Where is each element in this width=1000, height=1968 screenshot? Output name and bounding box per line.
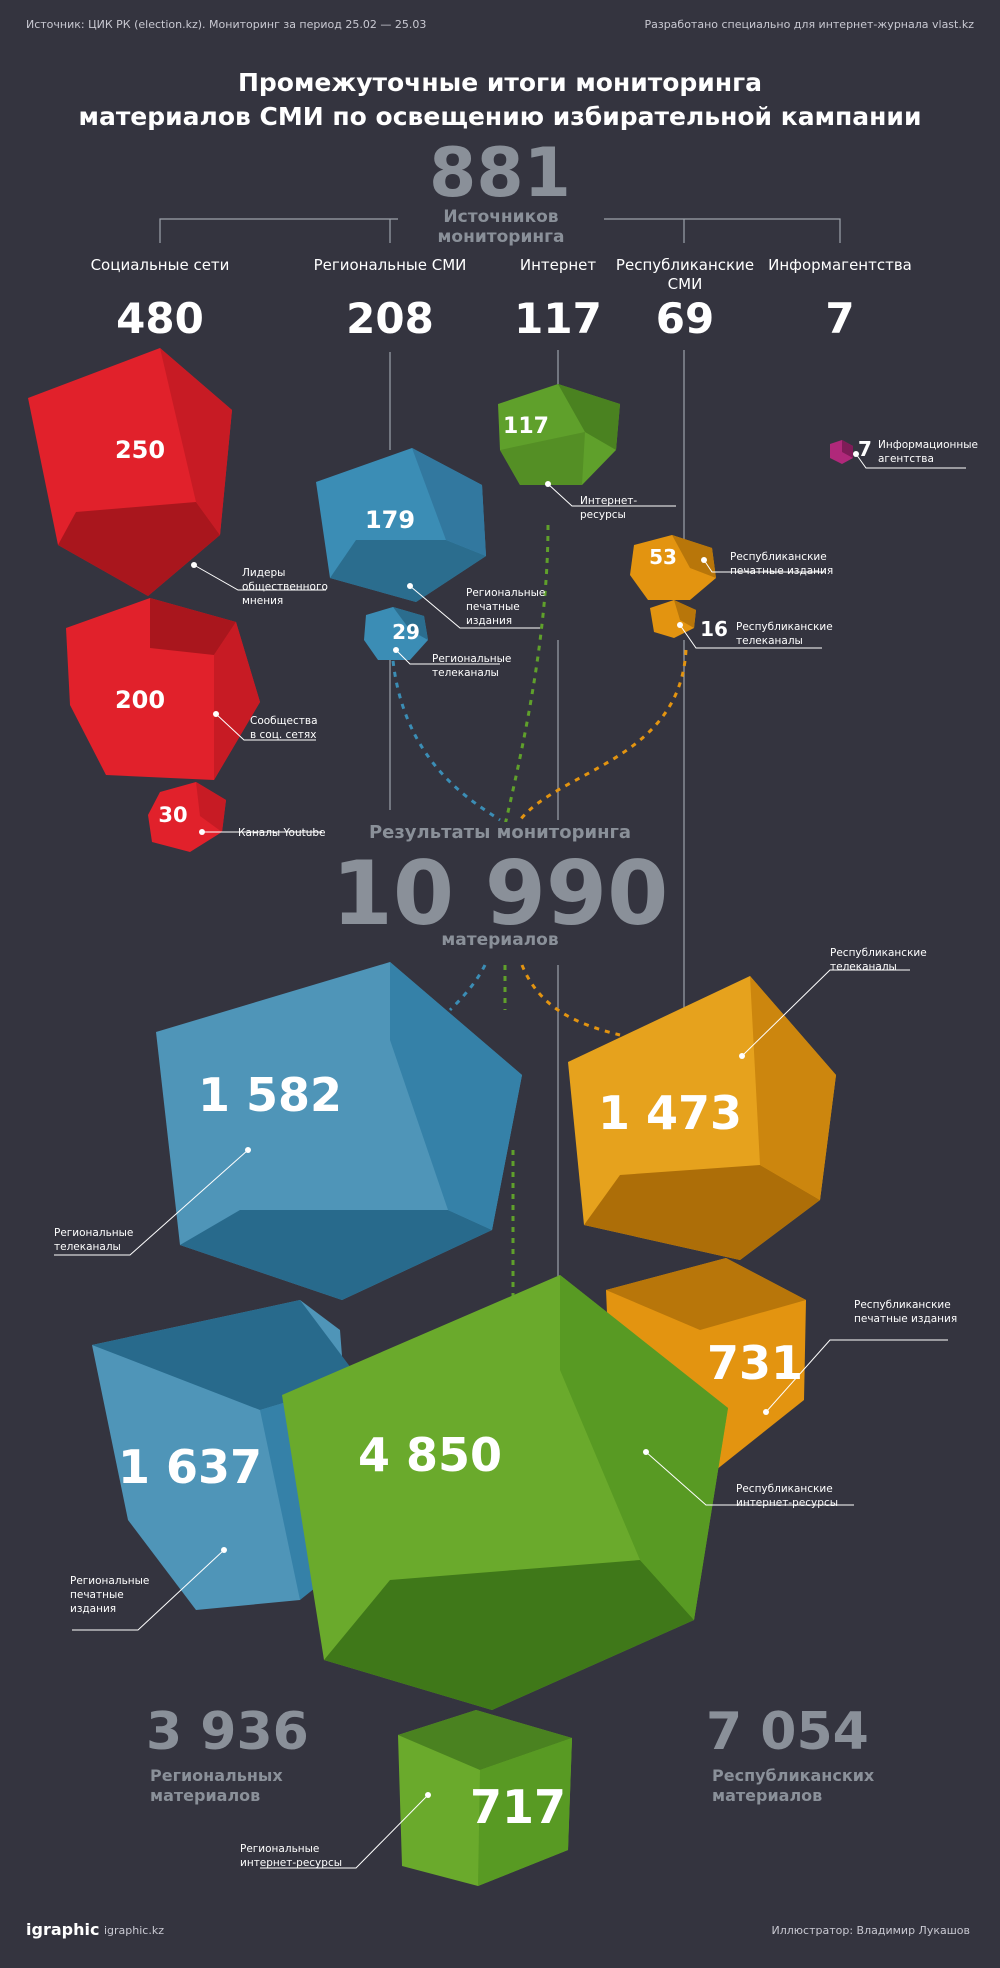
developed-for-note: Разработано специально для интернет-журн… <box>644 18 974 31</box>
category-value-regional: 208 <box>346 294 434 343</box>
cube-value-16: 16 <box>700 617 728 641</box>
label-result-republican-tv: Республиканские телеканалы <box>830 947 927 973</box>
illustrator-credit: Иллюстратор: Владимир Лукашов <box>771 1924 971 1937</box>
label-republican-tv: Республиканские телеканалы <box>736 621 833 647</box>
cube-30 <box>148 782 226 852</box>
regional-label-line-2: материалов <box>150 1786 261 1805</box>
label-result-regional-print: Региональные печатные издания <box>70 1575 150 1615</box>
label-result-regional-internet: Региональные интернет-ресурсы <box>240 1843 343 1869</box>
results-total-label: материалов <box>420 930 580 950</box>
site-link[interactable]: igraphic.kz <box>104 1924 165 1937</box>
republican-total: 7 054 <box>706 1702 869 1762</box>
regional-total: 3 936 <box>146 1702 309 1762</box>
cube-7 <box>830 440 853 464</box>
cube-29 <box>364 607 428 660</box>
page-title: Промежуточные итоги мониторинга материал… <box>0 66 1000 134</box>
title-line-1: Промежуточные итоги мониторинга <box>237 68 763 97</box>
cube-value-179: 179 <box>364 506 416 534</box>
category-value-agencies: 7 <box>825 294 855 343</box>
cube-53 <box>630 535 716 600</box>
cube-value-1637: 1 637 <box>117 1440 263 1494</box>
republican-label-line-2: материалов <box>712 1786 823 1805</box>
cube-value-29: 29 <box>392 620 420 644</box>
cube-value-1473: 1 473 <box>597 1086 743 1140</box>
cube-179 <box>316 448 486 602</box>
title-line-2: материалов СМИ по освещению избирательно… <box>78 102 922 131</box>
category-label-internet: Интернет <box>519 256 597 274</box>
cube-value-117: 117 <box>503 414 549 439</box>
category-label-agencies: Информагентства <box>768 256 912 274</box>
source-note: Источник: ЦИК РК (election.kz). Монитори… <box>26 18 427 31</box>
label-news-agencies: Информационные агентства <box>878 439 979 465</box>
cube-value-53: 53 <box>649 545 677 569</box>
cube-16 <box>650 600 696 638</box>
cube-717 <box>398 1710 572 1886</box>
cube-value-250: 250 <box>114 436 166 464</box>
cube-value-7: 7 <box>858 437 872 461</box>
cube-4850 <box>282 1275 728 1710</box>
label-opinion-leaders: Лидеры общественного мнения <box>242 567 328 607</box>
regional-total-label: Региональных материалов <box>150 1766 283 1806</box>
republican-total-label: Республиканских материалов <box>712 1766 874 1806</box>
label-republican-print: Республиканские печатные издания <box>730 551 834 577</box>
category-label-regional: Региональные СМИ <box>313 256 467 274</box>
igraphic-logo: igraphic <box>26 1920 100 1939</box>
regional-label-line-1: Региональных <box>150 1766 283 1785</box>
label-result-regional-tv: Региональные телеканалы <box>54 1227 134 1253</box>
label-regional-tv: Региональные телеканалы <box>432 653 512 679</box>
cube-250 <box>28 348 232 596</box>
results-heading: Результаты мониторинга <box>360 822 640 843</box>
cube-1473 <box>568 976 836 1260</box>
sources-total: 881 <box>429 134 571 213</box>
results-total: 10 990 <box>331 842 669 945</box>
category-value-social: 480 <box>116 294 204 343</box>
sources-total-label: Источников мониторинга <box>398 207 604 247</box>
label-result-republican-print: Республиканские печатные издания <box>854 1299 958 1325</box>
category-label-republican: Республиканские СМИ <box>615 256 755 293</box>
cube-200 <box>66 598 260 780</box>
category-value-internet: 117 <box>514 294 602 343</box>
cube-117 <box>498 384 620 485</box>
cube-1582 <box>156 962 522 1300</box>
label-social-communities: Сообщества в соц. сетях <box>250 715 318 741</box>
label-result-republican-internet: Республиканские интернет-ресурсы <box>736 1483 839 1509</box>
category-value-republican: 69 <box>655 294 715 343</box>
cube-value-30: 30 <box>158 803 188 827</box>
label-internet-resources: Интернет-ресурсы <box>580 495 638 521</box>
label-youtube-channels: Каналы Youtube <box>238 827 326 839</box>
cube-value-731: 731 <box>706 1336 804 1390</box>
category-label-social: Социальные сети <box>90 256 230 274</box>
label-regional-print: Региональные печатные издания <box>466 587 546 627</box>
cube-value-717: 717 <box>469 1780 567 1834</box>
republican-label-line-1: Республиканских <box>712 1766 875 1785</box>
cube-value-1582: 1 582 <box>197 1068 343 1122</box>
cube-value-200: 200 <box>114 686 166 714</box>
cube-value-4850: 4 850 <box>357 1428 503 1482</box>
